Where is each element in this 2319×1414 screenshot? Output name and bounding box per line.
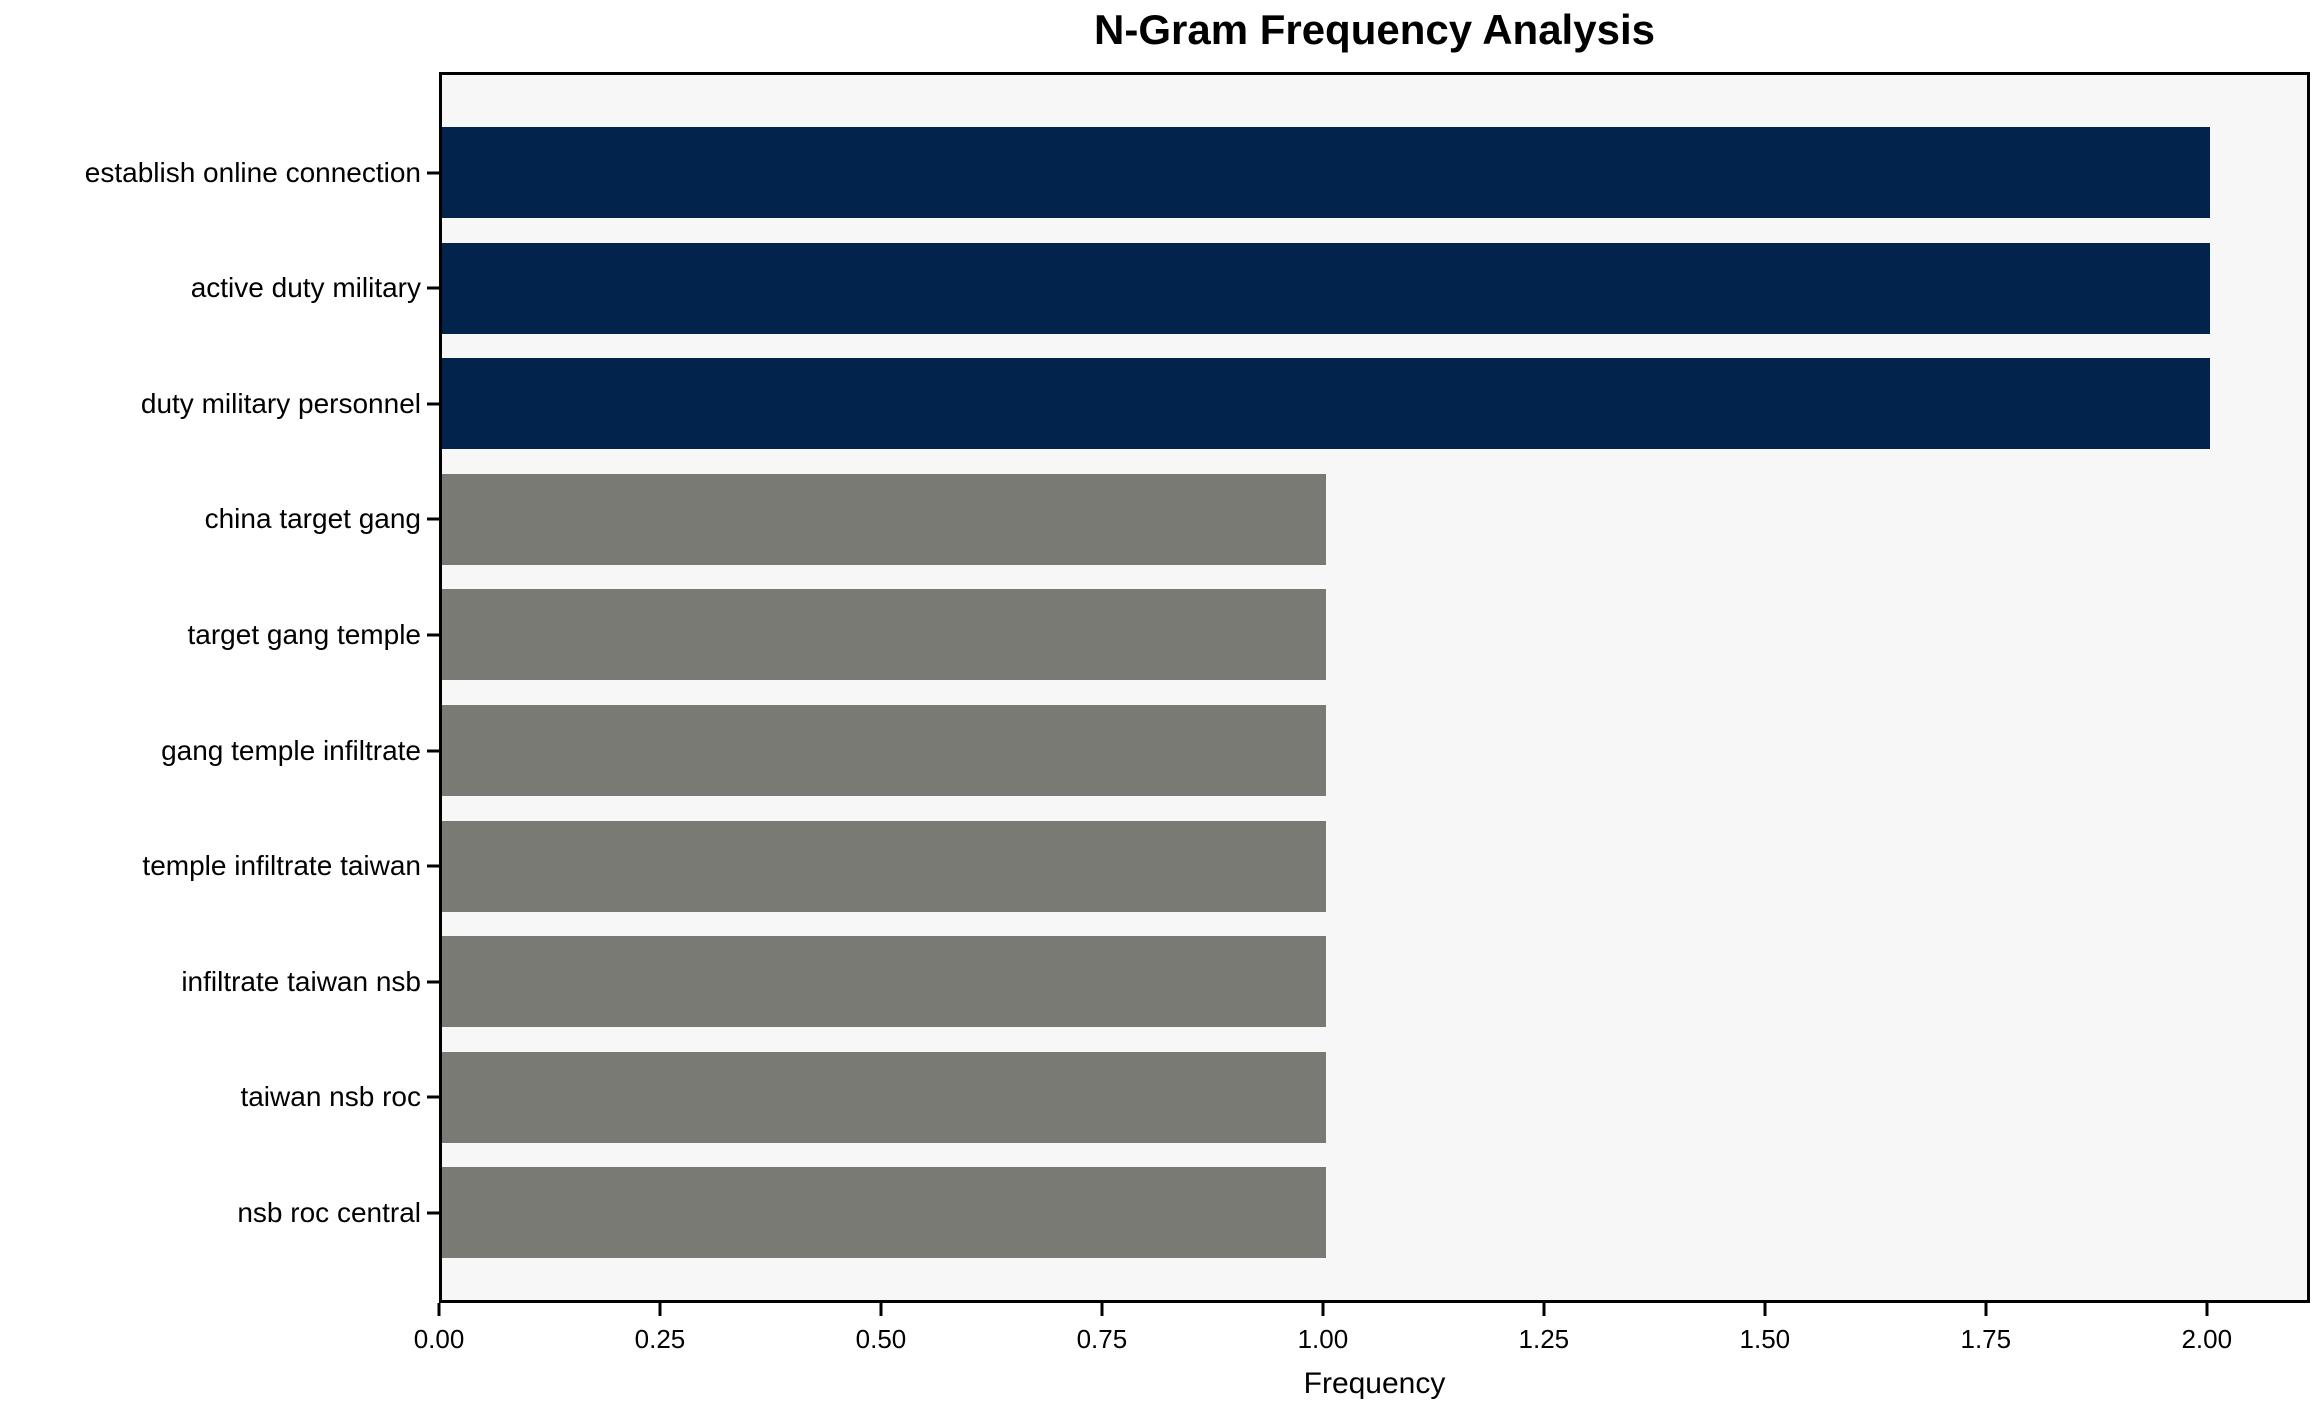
x-tick-mark-6 <box>1763 1303 1767 1316</box>
x-tick-label-3: 0.75 <box>1076 1324 1128 1354</box>
y-tick-label-3: china target gang <box>204 503 421 535</box>
x-tick-label-6: 1.50 <box>1739 1324 1791 1354</box>
y-tick-mark-1 <box>427 286 439 290</box>
y-tick-label-2: duty military personnel <box>140 387 421 419</box>
x-tick-label-7: 1.75 <box>1960 1324 2012 1354</box>
x-tick-label-5: 1.25 <box>1518 1324 1570 1354</box>
bar-8 <box>442 1051 1326 1143</box>
x-tick-label-8: 2.00 <box>2181 1324 2233 1354</box>
bar-2 <box>442 358 2210 450</box>
bar-5 <box>442 705 1326 796</box>
x-tick-mark-5 <box>1542 1303 1546 1316</box>
bar-3 <box>442 473 1326 565</box>
bar-9 <box>442 1167 1326 1259</box>
y-tick-mark-5 <box>427 749 439 752</box>
y-tick-label-4: target gang temple <box>187 618 422 650</box>
bar-6 <box>442 820 1326 912</box>
y-tick-mark-6 <box>427 864 439 868</box>
y-tick-mark-3 <box>427 517 439 521</box>
x-tick-mark-8 <box>2205 1303 2209 1316</box>
y-tick-label-6: temple infiltrate taiwan <box>142 850 421 882</box>
y-tick-mark-0 <box>427 171 439 174</box>
x-axis-label: Frequency <box>1303 1367 1446 1400</box>
y-tick-mark-7 <box>427 980 439 984</box>
x-tick-mark-0 <box>437 1303 441 1316</box>
y-tick-label-0: establish online connection <box>84 156 421 188</box>
y-tick-label-1: active duty military <box>190 272 421 304</box>
y-tick-mark-2 <box>427 402 439 406</box>
x-tick-label-4: 1.00 <box>1297 1324 1349 1354</box>
y-tick-mark-4 <box>427 633 439 637</box>
bar-0 <box>442 127 2210 218</box>
x-tick-mark-4 <box>1321 1303 1325 1316</box>
bar-7 <box>442 936 1326 1028</box>
y-tick-label-5: gang temple infiltrate <box>161 734 421 766</box>
x-tick-mark-3 <box>1100 1303 1104 1316</box>
bar-1 <box>442 242 2210 334</box>
x-tick-mark-2 <box>879 1303 883 1316</box>
bar-4 <box>442 589 1326 681</box>
y-tick-mark-8 <box>427 1095 439 1099</box>
chart-title: N-Gram Frequency Analysis <box>1094 6 1655 53</box>
x-tick-mark-1 <box>658 1303 662 1316</box>
x-tick-label-2: 0.50 <box>855 1324 907 1354</box>
x-tick-label-0: 0.00 <box>413 1324 465 1354</box>
y-tick-mark-9 <box>427 1211 439 1215</box>
y-tick-label-9: nsb roc central <box>237 1196 421 1228</box>
x-tick-label-1: 0.25 <box>634 1324 686 1354</box>
y-tick-label-7: infiltrate taiwan nsb <box>181 965 421 997</box>
y-tick-label-8: taiwan nsb roc <box>240 1081 421 1113</box>
x-tick-mark-7 <box>1984 1303 1988 1316</box>
